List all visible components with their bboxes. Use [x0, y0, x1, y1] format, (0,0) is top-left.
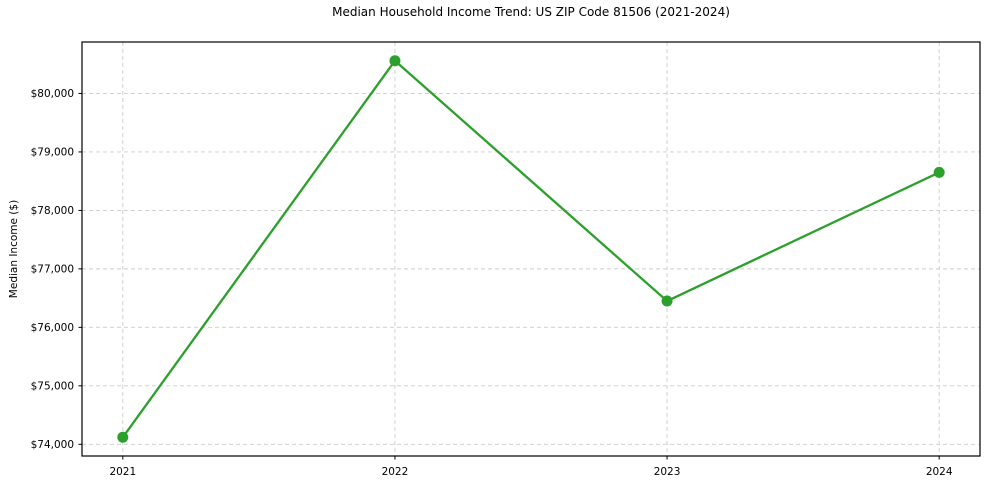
plot-border [81, 41, 981, 457]
plot-area [82, 42, 980, 456]
x-tick-label: 2023 [654, 466, 681, 478]
x-tick-label: 2021 [109, 466, 136, 478]
x-tick-label: 2024 [926, 466, 953, 478]
income-trend-line [121, 59, 941, 439]
data-point-2022 [389, 55, 401, 67]
y-tick-label: $77,000 [31, 263, 74, 275]
y-tick-label: $76,000 [31, 322, 74, 334]
chart-title: Median Household Income Trend: US ZIP Co… [332, 5, 730, 19]
y-tick-label: $79,000 [31, 146, 74, 158]
data-point-2023 [661, 295, 673, 307]
y-tick-label: $80,000 [31, 88, 74, 100]
y-tick-label: $74,000 [31, 439, 74, 451]
y-tick-label: $75,000 [31, 380, 74, 392]
data-point-2021 [117, 431, 129, 443]
x-tick-label: 2022 [382, 466, 409, 478]
data-point-2024 [933, 166, 945, 178]
y-tick-label: $78,000 [31, 205, 74, 217]
